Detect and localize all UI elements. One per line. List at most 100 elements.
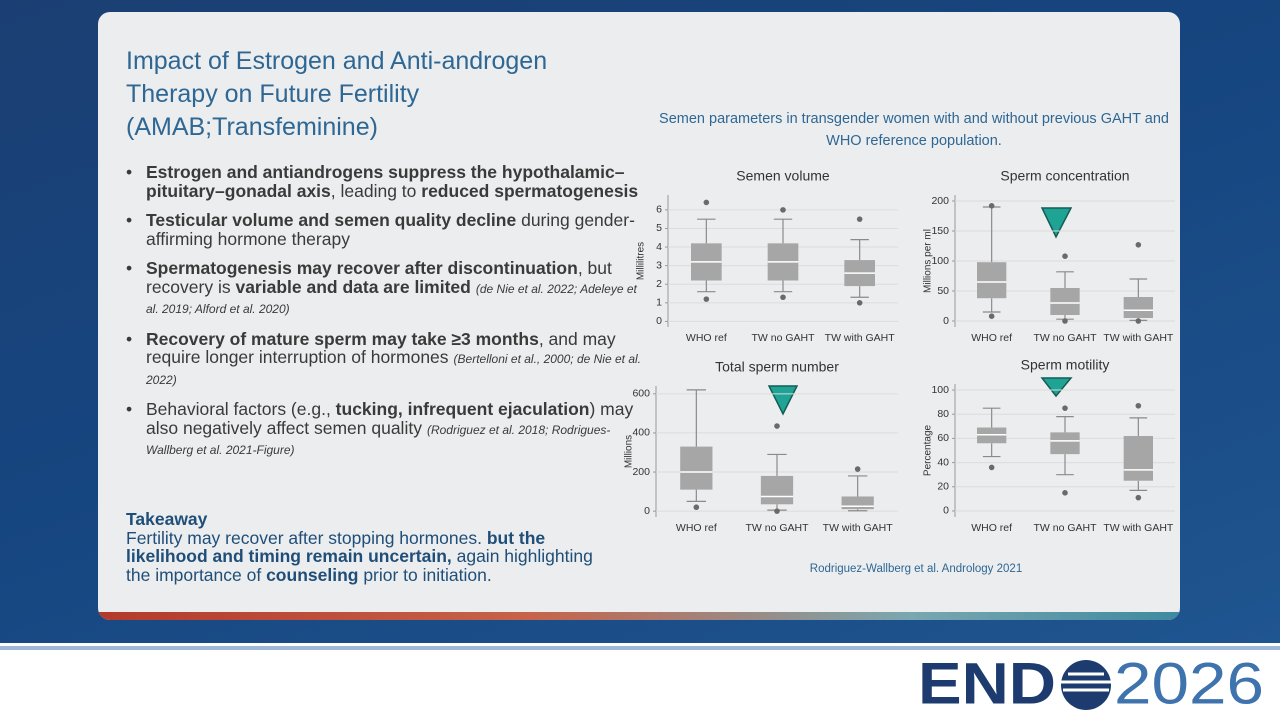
y-tick-label: 60 (937, 432, 949, 444)
x-tick-label: WHO ref (971, 522, 1012, 534)
y-tick-label: 400 (632, 427, 650, 439)
x-tick-label: TW with GAHT (825, 332, 896, 344)
x-tick-label: WHO ref (971, 332, 1012, 344)
x-tick-label: TW no GAHT (751, 332, 815, 344)
text-bold: Recovery of mature sperm may take ≥3 mon… (146, 328, 539, 349)
text-normal: , leading to (330, 180, 422, 201)
y-tick-label: 80 (937, 408, 949, 420)
text-normal: prior to initiation. (358, 564, 492, 585)
text-normal: , but recovery is (146, 258, 612, 297)
slide-title: Impact of Estrogen and Anti-androgen The… (126, 45, 547, 144)
y-tick-label: 0 (656, 315, 662, 327)
outlier (1062, 490, 1068, 496)
text-cite: (Bertelloni et al., 2000; de Nie et al. … (146, 352, 641, 387)
outlier (854, 466, 861, 472)
y-tick-label: 20 (937, 481, 949, 493)
outlier (856, 300, 863, 306)
x-tick-label: TW no GAHT (1033, 332, 1097, 344)
box (680, 446, 713, 490)
box (977, 262, 1007, 299)
chart-title: Sperm concentration (1000, 168, 1129, 184)
y-tick-label: 50 (937, 285, 949, 297)
figure-caption: Semen parameters in transgender women wi… (659, 111, 1169, 149)
outlier (988, 313, 995, 320)
logo-brand: END (918, 652, 1056, 716)
title-line: Impact of Estrogen and Anti-androgen (126, 47, 548, 75)
text-cite: (de Nie et al. 2022; Adeleye et al. 2019… (146, 281, 637, 317)
y-axis-label: Millions (624, 435, 635, 468)
outlier (988, 203, 995, 209)
text-bold: Spermatogenesis may recover after discon… (146, 258, 578, 278)
text-normal: again highlighting the importance of (126, 546, 593, 585)
text-bold: counseling (266, 564, 359, 585)
text-normal: Fertility may recover after stopping hor… (126, 527, 487, 548)
bullet: Estrogen and antiandrogens suppress the … (126, 162, 646, 201)
y-tick-label: 0 (644, 505, 650, 517)
text-bold: tucking, infrequent ejaculation (335, 399, 590, 419)
outlier (703, 199, 710, 206)
outlier (1062, 405, 1068, 411)
text-bold: Estrogen and antiandrogens suppress the … (146, 162, 625, 201)
highlight-marker (1040, 377, 1073, 398)
text-cite: (Rodriguez et al. 2018; Rodrigues-Wallbe… (146, 422, 611, 458)
text-bold: reduced spermatogenesis (421, 180, 639, 201)
x-tick-label: TW with GAHT (1103, 332, 1174, 344)
title-line: Therapy on Future Fertility (126, 80, 420, 108)
outlier (1135, 318, 1142, 324)
x-tick-label: TW with GAHT (1103, 522, 1174, 534)
text-bold: but the likelihood and timing remain unc… (126, 527, 546, 566)
outlier (1135, 402, 1142, 409)
bullet: Spermatogenesis may recover after discon… (126, 258, 646, 319)
text-bold: Testicular volume and semen quality decl… (146, 210, 517, 230)
text-normal: ) may also negatively affect semen quali… (146, 399, 634, 438)
y-tick-label: 100 (931, 384, 949, 396)
box (1050, 432, 1080, 455)
outlier (1062, 318, 1068, 324)
accent-stripe (98, 612, 1180, 620)
logo-year: 2026 (1114, 652, 1264, 716)
bullet: Behavioral factors (e.g., tucking, infre… (126, 399, 646, 460)
x-tick-label: TW no GAHT (745, 522, 809, 534)
outlier (1135, 494, 1142, 501)
text-bold: variable and data are limited (235, 276, 471, 297)
outlier (774, 423, 780, 429)
y-tick-label: 200 (632, 466, 650, 478)
outlier (703, 296, 710, 302)
y-axis-label: Millions per ml (923, 229, 934, 293)
y-tick-label: 1 (656, 297, 662, 309)
outlier (774, 508, 780, 514)
y-tick-label: 600 (632, 388, 650, 400)
y-tick-label: 100 (931, 255, 949, 267)
box (1123, 297, 1153, 318)
box (1050, 288, 1080, 315)
y-tick-label: 200 (931, 195, 949, 207)
box (760, 475, 794, 505)
text-normal: Behavioral factors (e.g., (146, 399, 336, 419)
x-tick-label: TW with GAHT (823, 522, 894, 534)
y-axis-label: Millilitres (636, 242, 647, 280)
highlight-marker (1040, 207, 1073, 239)
x-tick-label: TW no GAHT (1033, 522, 1097, 534)
bullet: Recovery of mature sperm may take ≥3 mon… (126, 328, 646, 390)
y-tick-label: 5 (656, 222, 662, 234)
takeaway-text: Fertility may recover after stopping hor… (126, 527, 606, 585)
divider (0, 646, 1280, 650)
y-axis-label: Percentage (923, 424, 934, 476)
y-tick-label: 150 (931, 225, 949, 237)
chart-title: Sperm motility (1021, 357, 1110, 373)
x-tick-label: WHO ref (686, 332, 727, 344)
logo-globe-lines (1061, 672, 1111, 692)
logo-globe (1061, 660, 1111, 710)
logo: END 2026 (918, 652, 1264, 716)
outlier (988, 464, 995, 471)
y-tick-label: 6 (656, 204, 662, 216)
bullet-list: Estrogen and antiandrogens suppress the … (126, 163, 646, 471)
outlier (780, 294, 786, 301)
outlier (1135, 242, 1142, 248)
chart-title: Total sperm number (715, 359, 839, 375)
y-tick-label: 40 (937, 456, 949, 468)
takeaway: Takeaway Fertility may recover after sto… (126, 510, 606, 584)
text-normal: during gender-affirming hormone therapy (146, 210, 635, 249)
